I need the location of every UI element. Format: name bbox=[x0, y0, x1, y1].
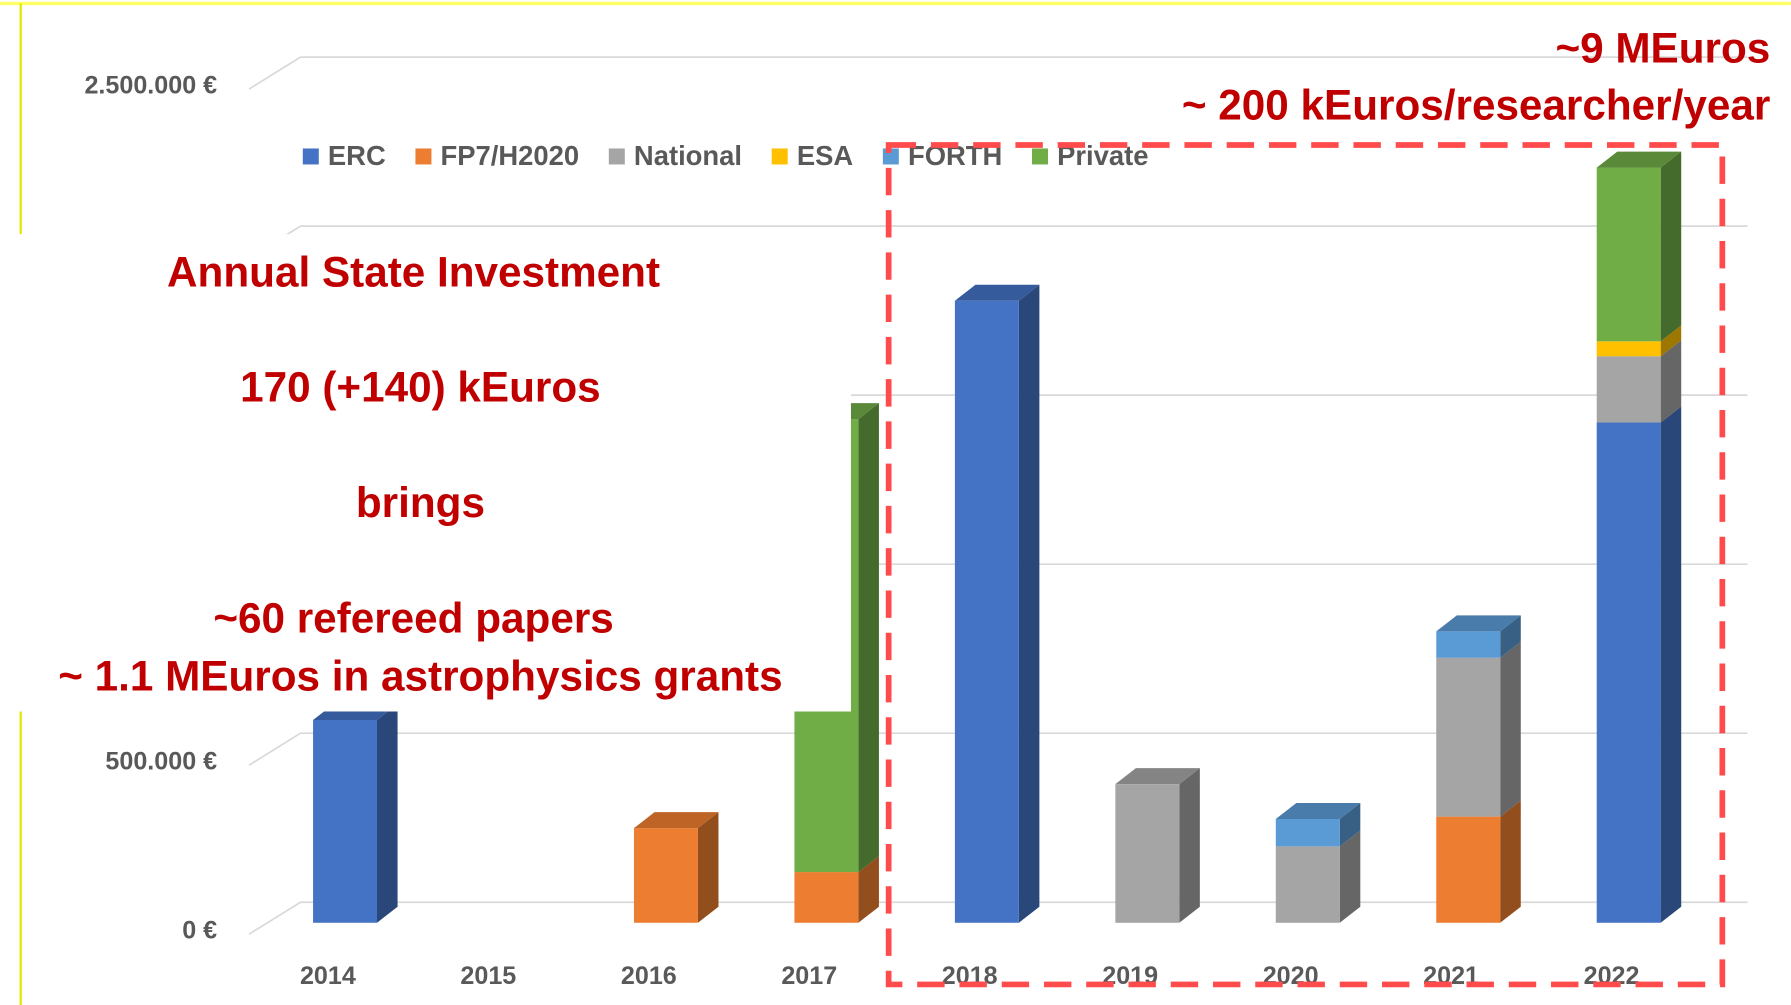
bar-side bbox=[1660, 340, 1682, 423]
bar-segment bbox=[1596, 422, 1661, 923]
bar-segment bbox=[313, 719, 378, 923]
bar-side bbox=[1500, 800, 1521, 923]
legend-label: ESA bbox=[797, 140, 854, 171]
annotation: ~9 MEuros bbox=[1555, 25, 1770, 72]
legend-swatch bbox=[302, 148, 319, 165]
bar-segment bbox=[794, 872, 859, 923]
bar-segment bbox=[633, 828, 698, 923]
grid-line-depth bbox=[248, 901, 301, 935]
y-tick-label: 0 € bbox=[182, 917, 217, 945]
bar-top bbox=[1436, 615, 1521, 632]
bar-segment bbox=[1436, 631, 1501, 658]
bar-side bbox=[1179, 768, 1200, 923]
annotation: ~ 200 kEuros/researcher/year bbox=[1182, 82, 1770, 129]
annotations: ~9 MEuros ~ 200 kEuros/researcher/year Ann… bbox=[58, 25, 1770, 700]
bar-segment bbox=[1436, 657, 1501, 817]
bar-segment bbox=[1275, 818, 1340, 847]
annotation: 170 (+140) kEuros bbox=[240, 364, 601, 411]
x-tick-label: 2014 bbox=[300, 962, 356, 990]
annotation: ~60 refereed papers bbox=[213, 594, 613, 641]
grid-line-depth bbox=[248, 732, 301, 766]
bar-side bbox=[697, 812, 719, 923]
legend-swatch bbox=[771, 148, 788, 165]
legend-label: National bbox=[634, 140, 742, 171]
highlight-box bbox=[885, 142, 1726, 988]
x-tick-label: 2017 bbox=[781, 962, 837, 990]
plot: 0 €500.000 €1.000.000 €1.500.000 €2.000.… bbox=[84, 56, 1748, 990]
legend-swatch bbox=[415, 148, 432, 165]
bar-segment bbox=[1115, 784, 1180, 923]
legend-label: ERC bbox=[328, 140, 386, 171]
grid-line-depth bbox=[248, 56, 301, 90]
bar-top bbox=[633, 812, 719, 829]
annotation: ~ 1.1 MEuros in astrophysics grants bbox=[58, 653, 782, 700]
annotation: Annual State Investment bbox=[167, 248, 660, 295]
bar-side bbox=[1660, 325, 1682, 357]
legend-label: FP7/H2020 bbox=[441, 140, 580, 171]
legend-swatch bbox=[608, 148, 625, 165]
bar-top bbox=[1275, 803, 1361, 819]
bar-segment bbox=[1596, 167, 1661, 342]
bar-side bbox=[858, 856, 879, 923]
bar-side bbox=[858, 403, 879, 873]
bar-side bbox=[1660, 406, 1682, 923]
bar-segment bbox=[1596, 356, 1661, 423]
bar-side bbox=[1339, 830, 1361, 923]
bar-side bbox=[1018, 284, 1040, 923]
y-tick-label: 500.000 € bbox=[105, 748, 217, 776]
y-tick-label: 2.500.000 € bbox=[84, 71, 217, 99]
bar-segment bbox=[954, 300, 1019, 923]
x-tick-label: 2015 bbox=[460, 962, 516, 990]
bar-side bbox=[1660, 151, 1682, 342]
bar-segment bbox=[1436, 816, 1501, 923]
bar-top bbox=[954, 284, 1040, 301]
x-tick-label: 2016 bbox=[621, 962, 677, 990]
bar-segment bbox=[1275, 846, 1340, 923]
legend-swatch bbox=[1032, 148, 1048, 165]
annotation: brings bbox=[356, 479, 485, 526]
bar-side bbox=[377, 703, 398, 923]
overlay-box bbox=[0, 234, 851, 712]
bar-segment bbox=[1596, 341, 1661, 357]
bar-top bbox=[1115, 768, 1200, 785]
bar-side bbox=[1500, 641, 1521, 817]
bar-side bbox=[1339, 803, 1361, 847]
bar-top bbox=[1596, 151, 1682, 168]
bar-side bbox=[1500, 615, 1521, 658]
